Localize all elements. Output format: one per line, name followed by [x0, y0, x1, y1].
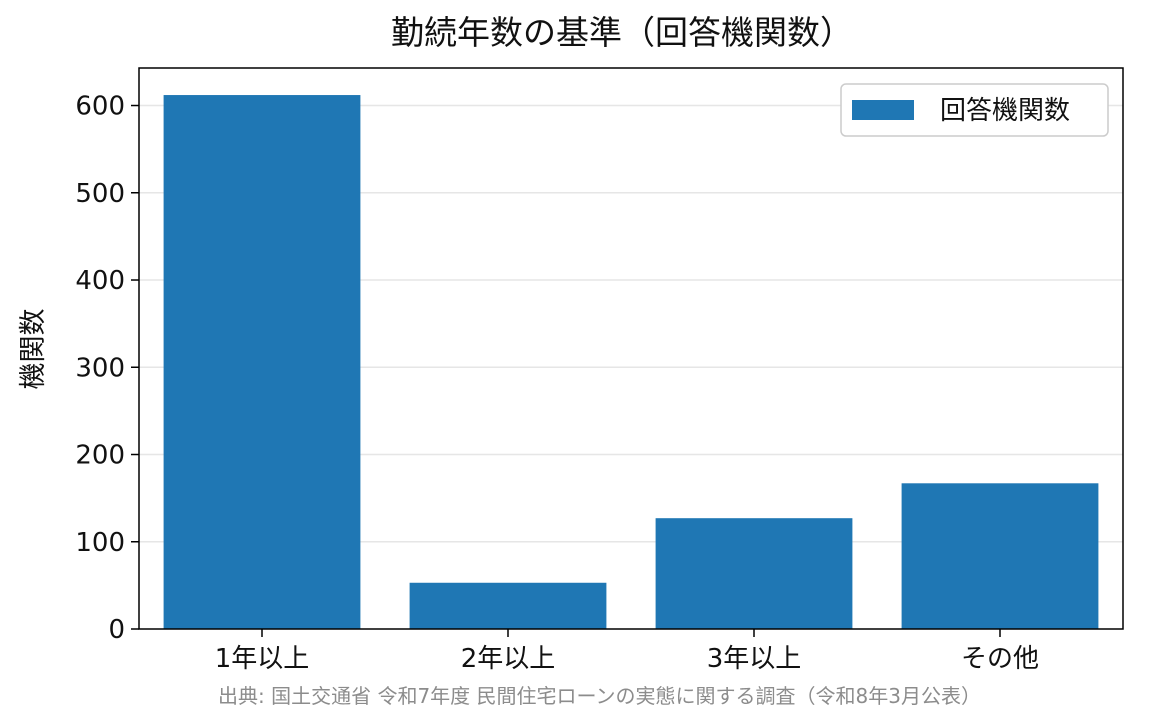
y-tick-label: 500: [75, 179, 125, 209]
bar: [655, 518, 853, 629]
legend-label: 回答機関数: [940, 96, 1070, 126]
x-axis-ticks: 1年以上 2年以上 3年以上 その他: [215, 629, 1039, 674]
legend-swatch: [852, 100, 914, 120]
plot-frame: [138, 67, 1124, 630]
bar: [163, 95, 361, 630]
legend-box: [840, 83, 1109, 137]
y-tick-label: 600: [75, 92, 125, 122]
bars: [163, 95, 1099, 630]
y-tick-label: 100: [75, 528, 125, 558]
x-tick-label: 2年以上: [461, 644, 556, 674]
legend: 回答機関数: [840, 83, 1109, 137]
y-axis-ticks: 0 100 200 300 400 500 600: [75, 92, 139, 645]
chart-title: 勤続年数の基準（回答機関数）: [391, 13, 853, 52]
y-axis-label: 機関数: [18, 309, 49, 390]
bar: [901, 483, 1099, 629]
y-tick-label: 300: [75, 353, 125, 383]
bar: [409, 582, 607, 629]
y-tick-label: 400: [75, 266, 125, 296]
x-tick-label: 1年以上: [215, 644, 310, 674]
x-tick-label: 3年以上: [707, 644, 802, 674]
source-note: 出典: 国土交通省 令和7年度 民間住宅ローンの実態に関する調査（令和8年3月公…: [218, 684, 981, 708]
x-tick-label: その他: [961, 644, 1039, 674]
y-tick-label: 0: [108, 615, 125, 645]
y-tick-label: 200: [75, 441, 125, 471]
